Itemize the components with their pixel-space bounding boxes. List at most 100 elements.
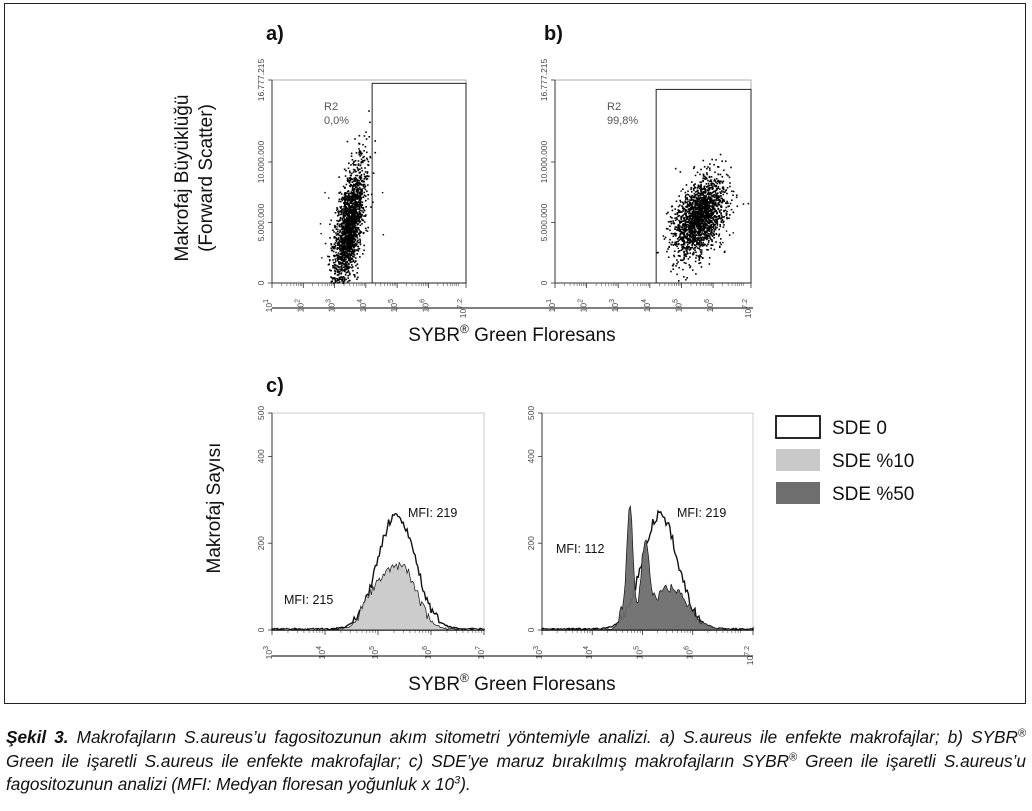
scatter-point	[694, 239, 697, 242]
scatter-point	[698, 220, 701, 223]
scatter-point	[341, 232, 344, 234]
scatter-point	[690, 188, 692, 191]
scatter-point	[357, 205, 359, 208]
scatter-point	[685, 262, 687, 265]
x-tick-label: 106	[684, 646, 695, 659]
scatter-point	[698, 239, 700, 241]
scatter-point	[710, 226, 713, 229]
scatter-point	[699, 199, 702, 202]
scatter-point	[728, 234, 731, 236]
scatter-point	[717, 203, 720, 206]
scatter-point	[724, 202, 727, 204]
scatter-point	[698, 243, 701, 246]
scatter-point	[677, 254, 680, 257]
scatter-point	[717, 185, 720, 188]
scatter-point	[338, 234, 341, 237]
scatter-point	[725, 213, 728, 215]
scatter-outlier	[382, 233, 385, 236]
scatter-point	[689, 196, 692, 198]
scatter-point	[691, 220, 693, 223]
scatter-point	[694, 194, 696, 197]
x-tick-label: 104	[357, 299, 368, 312]
scatter-point	[702, 241, 704, 244]
scatter-point	[356, 241, 359, 243]
scatter-point	[698, 197, 700, 199]
scatter-point	[340, 207, 342, 209]
scatter-point	[705, 204, 708, 206]
scatter-point	[693, 192, 696, 195]
scatter-point	[340, 252, 343, 255]
scatter-point	[349, 245, 352, 248]
scatter-point	[689, 265, 692, 268]
scatter-point	[343, 223, 346, 225]
scatter-point	[694, 194, 697, 196]
scatter-point	[703, 198, 706, 201]
scatter-point	[677, 251, 680, 253]
scatter-point	[699, 205, 702, 208]
scatter-point	[705, 245, 708, 247]
scatter-point	[337, 254, 340, 257]
scatter-point	[681, 205, 683, 207]
scatter-point	[374, 140, 377, 142]
scatter-point	[355, 211, 357, 214]
scatter-point	[359, 232, 362, 234]
scatter-point	[343, 215, 346, 217]
scatter-point	[718, 217, 720, 220]
scatter-point	[707, 185, 709, 188]
scatter-point	[359, 194, 362, 196]
scatter-point	[342, 276, 345, 278]
scatter-point	[337, 278, 339, 280]
scatter-point	[329, 237, 331, 239]
scatter-point	[689, 232, 692, 234]
scatter-point	[708, 239, 710, 242]
scatter-point	[349, 201, 352, 204]
scatter-point	[351, 241, 353, 244]
scatter-point	[356, 193, 359, 196]
scatter-point	[704, 206, 707, 208]
scatter-point	[725, 189, 728, 191]
scatter-point	[681, 248, 684, 251]
scatter-point	[342, 250, 345, 252]
x-tick-label: 104	[583, 646, 594, 659]
scatter-point	[352, 237, 355, 240]
scatter-point	[353, 240, 356, 243]
scatter-point	[336, 259, 339, 262]
scatter-point	[699, 228, 702, 230]
scatter-point	[693, 229, 696, 231]
scatter-point	[682, 234, 685, 236]
scatter-point	[349, 174, 352, 177]
scatter-point	[349, 192, 352, 195]
scatter-point	[685, 249, 688, 251]
scatter-point	[698, 262, 700, 265]
scatter-xlabel: SYBR® Green Floresans	[408, 322, 615, 346]
scatter-outlier	[348, 227, 351, 229]
scatter-point	[708, 256, 711, 259]
scatter-point	[352, 260, 355, 263]
scatter-point	[346, 231, 348, 234]
scatter-point	[688, 209, 691, 212]
scatter-point	[694, 191, 697, 193]
scatter-point	[729, 182, 731, 184]
scatter-point	[364, 195, 367, 197]
y-tick-label: 500	[256, 406, 266, 420]
scatter-point	[685, 253, 688, 256]
scatter-outlier	[725, 230, 728, 232]
scatter-point	[698, 209, 701, 212]
scatter-point	[683, 258, 685, 260]
scatter-point	[708, 230, 711, 232]
scatter-point	[338, 200, 340, 203]
scatter-point	[709, 213, 711, 216]
scatter-point	[679, 235, 681, 237]
scatter-point	[353, 245, 356, 247]
scatter-point	[358, 134, 361, 137]
scatter-point	[698, 215, 701, 217]
scatter-point	[706, 225, 709, 227]
panel-label-b: b)	[544, 23, 563, 45]
scatter-point	[712, 213, 714, 215]
scatter-point	[697, 208, 699, 210]
scatter-point	[712, 206, 715, 208]
scatter-point	[711, 192, 713, 194]
scatter-point	[339, 223, 341, 226]
scatter-point	[354, 275, 356, 278]
scatter-point	[359, 197, 362, 199]
